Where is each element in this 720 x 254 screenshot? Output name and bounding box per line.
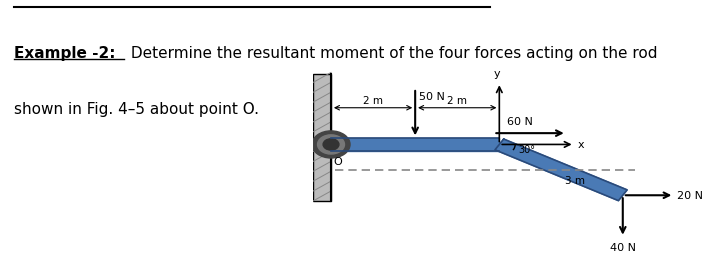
Text: 40 N: 40 N xyxy=(610,242,636,252)
Text: 50 N: 50 N xyxy=(419,91,445,101)
Text: shown in Fig. 4–5 about point O.: shown in Fig. 4–5 about point O. xyxy=(14,102,259,117)
Text: 60 N: 60 N xyxy=(507,117,533,126)
Text: 3 m: 3 m xyxy=(565,176,585,186)
Circle shape xyxy=(323,139,339,150)
Text: x: x xyxy=(577,140,584,150)
FancyBboxPatch shape xyxy=(313,75,331,201)
Text: Determine the resultant moment of the four forces acting on the rod: Determine the resultant moment of the fo… xyxy=(126,46,657,61)
Circle shape xyxy=(312,131,350,158)
Text: 2 m: 2 m xyxy=(363,96,383,105)
Polygon shape xyxy=(495,139,627,201)
Text: Example -2:: Example -2: xyxy=(14,46,116,61)
Text: 2 m: 2 m xyxy=(447,96,467,105)
Text: y: y xyxy=(494,69,500,79)
Circle shape xyxy=(318,135,344,154)
Text: O: O xyxy=(334,157,343,167)
Bar xyxy=(331,139,500,151)
Text: 30°: 30° xyxy=(518,145,536,155)
Text: 20 N: 20 N xyxy=(678,190,703,200)
